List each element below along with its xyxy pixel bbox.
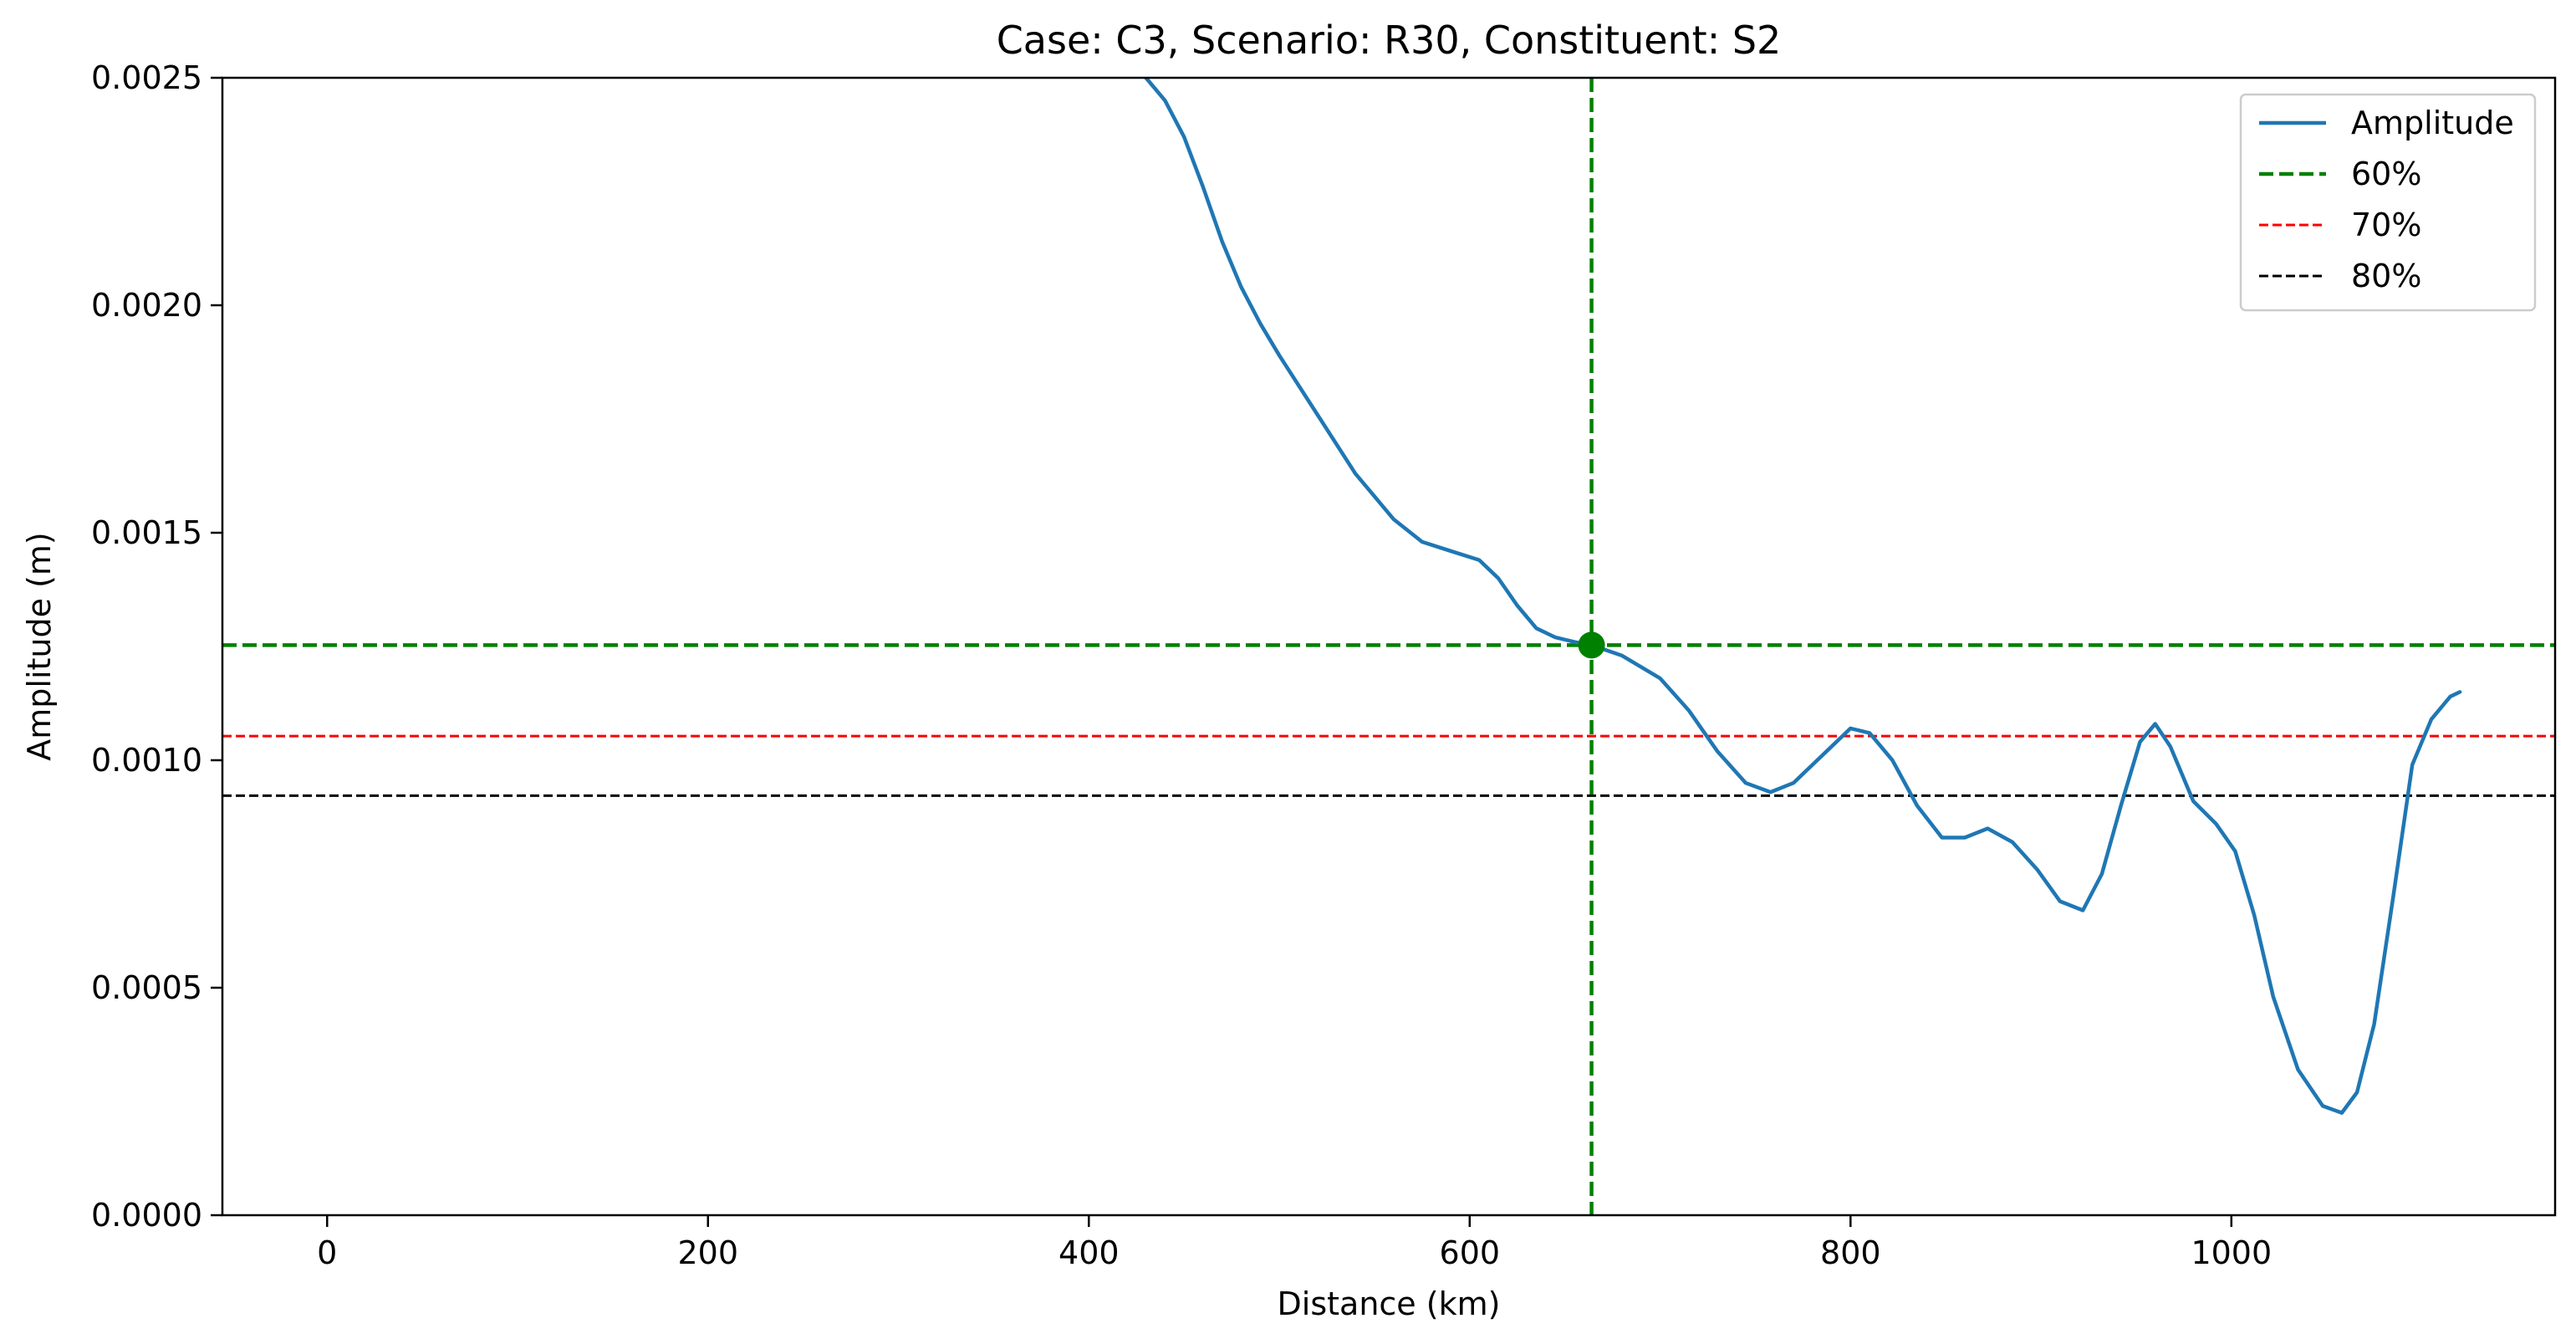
legend: Amplitude 60% 70% 80%: [2239, 93, 2537, 312]
y-tick-label: 0.0015: [91, 514, 202, 551]
x-tick-label: 800: [1820, 1234, 1881, 1271]
y-tick-label: 0.0000: [91, 1197, 202, 1234]
series-line-amplitude: [1142, 78, 2462, 1115]
legend-label: 60%: [2351, 156, 2421, 192]
x-axis-title: Distance (km): [1278, 1285, 1501, 1322]
legend-box: [2239, 93, 2537, 312]
y-tick-label: 0.0020: [91, 287, 202, 324]
chart-title: Case: C3, Scenario: R30, Constituent: S2: [997, 18, 1782, 63]
plot-frame: [221, 76, 2557, 1217]
x-tick-label: 0: [317, 1234, 337, 1271]
legend-label: Amplitude: [2351, 105, 2514, 141]
y-tick-label: 0.0005: [91, 969, 202, 1006]
x-tick-label: 200: [678, 1234, 739, 1271]
y-axis-title: Amplitude (m): [21, 532, 58, 760]
legend-label: 70%: [2351, 207, 2421, 243]
y-tick-label: 0.0010: [91, 742, 202, 779]
x-tick-label: 1000: [2191, 1234, 2272, 1271]
threshold-marker-point: [1578, 631, 1605, 659]
x-tick-label: 600: [1440, 1234, 1501, 1271]
x-tick-label: 400: [1058, 1234, 1120, 1271]
y-tick-label: 0.0025: [91, 59, 202, 96]
legend-label: 80%: [2351, 258, 2421, 294]
